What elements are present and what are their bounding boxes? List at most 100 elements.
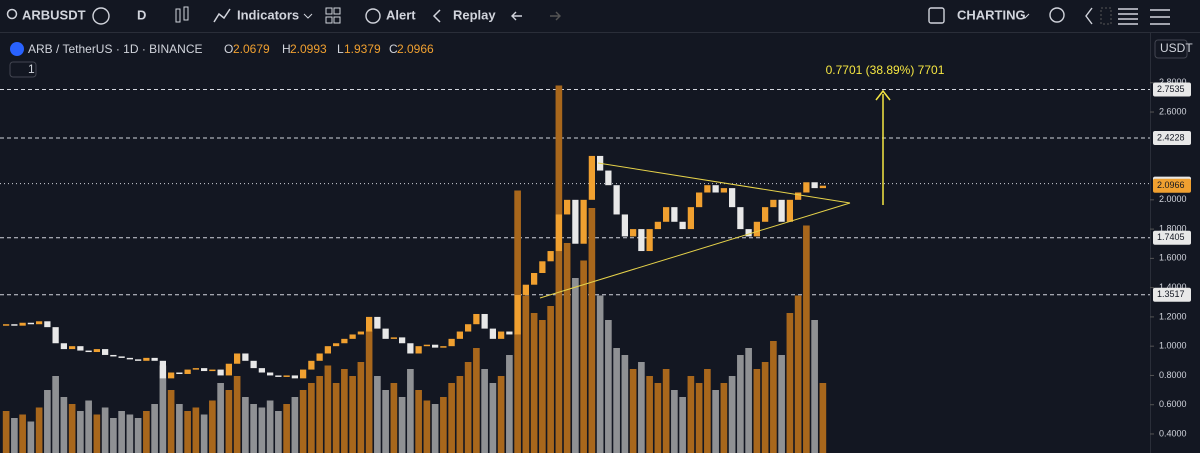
candle [126, 357, 133, 360]
candle [440, 346, 447, 348]
volume-bar [662, 369, 670, 453]
layout-box[interactable] [928, 7, 945, 24]
candle [630, 229, 637, 237]
pane-toggle[interactable] [9, 61, 37, 78]
dropdown[interactable] [1020, 13, 1030, 19]
candle [654, 221, 661, 230]
volume-bar [704, 369, 711, 453]
ohlc-value: 1.9379 [344, 42, 381, 56]
volume-bar [580, 260, 587, 453]
volume-bar [324, 365, 332, 453]
volume-bar [11, 418, 18, 453]
replay-button[interactable]: Replay [453, 7, 496, 22]
volume-bar [745, 348, 752, 453]
layout-name[interactable]: CHARTING [957, 7, 1026, 22]
volume-bar [217, 383, 224, 453]
y-tick-label: 2.0000 [1159, 194, 1187, 204]
volume-bar [308, 383, 315, 453]
volume-bar [654, 383, 662, 453]
tool-icon[interactable] [1150, 9, 1170, 25]
candle [572, 199, 579, 244]
volume-bar [522, 295, 530, 453]
volume-bar [794, 295, 802, 453]
tool-icon[interactable] [1118, 8, 1138, 25]
interval[interactable]: D [137, 7, 146, 22]
symbol[interactable]: ARBUSDT [22, 7, 86, 22]
candle [110, 354, 117, 357]
y-tick-label: 0.6000 [1159, 399, 1187, 409]
volume-bar [778, 355, 785, 453]
layout-icon[interactable] [325, 7, 333, 15]
volume-bar [167, 390, 175, 453]
tool-icon[interactable] [1049, 7, 1065, 23]
volume-bar [671, 390, 678, 453]
volume-bar [646, 376, 653, 453]
volume-bar [753, 369, 761, 453]
dropdown[interactable] [303, 13, 313, 19]
alert-button[interactable]: Alert [386, 7, 416, 22]
volume-bar [101, 407, 109, 453]
currency-button[interactable] [1154, 39, 1188, 59]
redo[interactable] [550, 11, 561, 21]
y-tick-label: 1.8000 [1159, 223, 1187, 233]
volume-bar [555, 85, 563, 453]
volume-bar [464, 362, 472, 453]
tool-icon[interactable] [1100, 7, 1112, 25]
volume-bar [629, 369, 637, 453]
candle [374, 316, 381, 329]
candle [217, 369, 224, 376]
indicators-button[interactable]: Indicators [237, 7, 299, 22]
volume-bar [184, 411, 191, 453]
candle [506, 331, 513, 335]
volume-bar [68, 404, 76, 453]
ohlc-label: C [389, 42, 398, 56]
volume-bar [266, 400, 274, 453]
volume-bar [126, 414, 134, 453]
volume-bar [382, 390, 389, 453]
chart-type-icon[interactable] [175, 8, 181, 23]
volume-bar [143, 411, 150, 453]
coin-icon [10, 42, 24, 56]
volume-bar [423, 400, 431, 453]
arrow-head [875, 89, 891, 101]
candle [19, 322, 26, 326]
volume-bar [786, 313, 794, 453]
add-symbol[interactable] [92, 7, 110, 25]
tool-icon[interactable] [1085, 7, 1093, 25]
candle [52, 327, 59, 344]
volume-bar [572, 278, 579, 453]
candle [770, 199, 777, 208]
triangle-line [539, 202, 851, 299]
replay-icon[interactable] [432, 9, 441, 23]
volume-bar [192, 407, 200, 453]
volume-bar [357, 362, 365, 453]
triangle-line [597, 162, 851, 204]
candle [514, 294, 521, 335]
candle [44, 321, 51, 328]
candle [93, 349, 100, 353]
candle [737, 207, 744, 230]
search-icon[interactable] [6, 8, 18, 20]
volume-bar [431, 404, 439, 453]
candle [456, 331, 463, 339]
level-label: 2.7535 [1157, 84, 1185, 94]
currency[interactable]: USDT [1160, 41, 1193, 55]
pane-count[interactable]: 1 [28, 62, 35, 76]
candle [555, 214, 562, 252]
volume-bar [398, 397, 406, 453]
candle [753, 221, 760, 237]
ohlc-label: O [224, 42, 233, 56]
candle [3, 324, 10, 326]
candle [465, 324, 472, 332]
candle [357, 331, 364, 335]
candle [242, 353, 249, 361]
indicators-icon[interactable] [213, 8, 231, 23]
volume-bar [481, 369, 488, 453]
volume-bar [390, 383, 398, 453]
candle [481, 313, 488, 329]
volume-bar [60, 397, 68, 453]
alert-icon[interactable] [365, 8, 381, 24]
y-tick-label: 1.4000 [1159, 282, 1187, 292]
candle [349, 334, 356, 339]
undo[interactable] [511, 11, 522, 21]
